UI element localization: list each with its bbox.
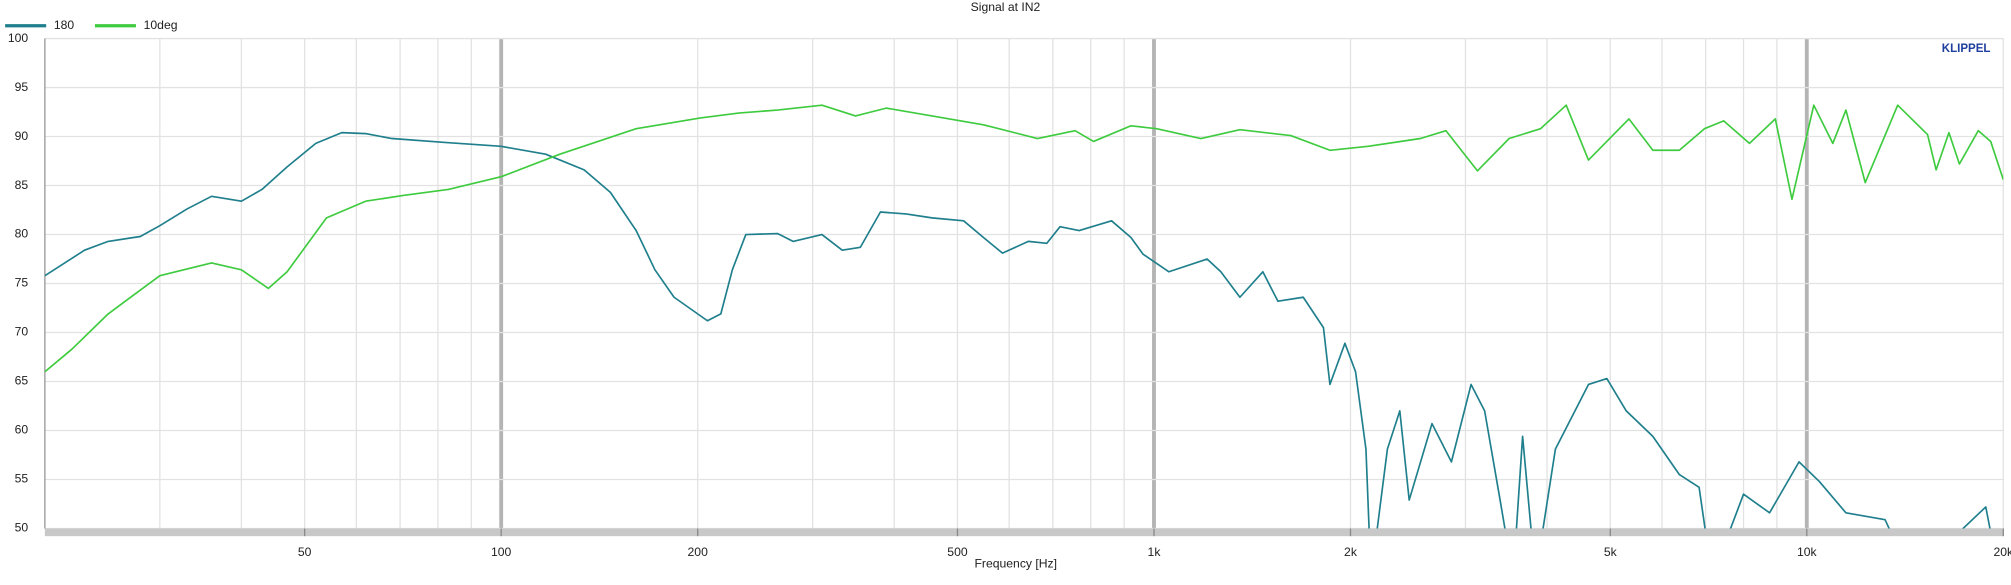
x-tick-label: 500 bbox=[947, 545, 968, 559]
y-tick-label: 50 bbox=[15, 521, 29, 535]
series-line bbox=[44, 104, 2004, 373]
y-tick-label: 70 bbox=[15, 325, 29, 339]
y-tick-label: 60 bbox=[15, 423, 29, 437]
y-tick-label: 80 bbox=[15, 227, 29, 241]
x-axis-label: Frequency [Hz] bbox=[974, 557, 1057, 571]
x-tick-label: 2k bbox=[1344, 545, 1358, 559]
x-tick-label: 1k bbox=[1148, 545, 1162, 559]
grid bbox=[44, 37, 2004, 537]
annotation: KLIPPEL bbox=[1942, 43, 1991, 55]
x-tick-label: 10k bbox=[1797, 545, 1818, 559]
x-axis-bar bbox=[44, 528, 2004, 537]
chart-title: Signal at IN2 bbox=[971, 0, 1041, 14]
x-tick-label: 100 bbox=[491, 545, 512, 559]
labels: 50 55 60 65 70 75 80 85 90 95 100 50 100 200 500 1k 2k 5k… bbox=[5, 18, 2011, 559]
y-tick-label: 85 bbox=[15, 178, 29, 192]
y-tick-label: 90 bbox=[15, 129, 29, 143]
x-tick-label: 20k bbox=[1993, 545, 2011, 559]
legend-label: 180 bbox=[54, 18, 75, 32]
y-tick-label: 100 bbox=[8, 31, 29, 45]
x-tick-label: 50 bbox=[298, 545, 312, 559]
lines bbox=[44, 104, 2004, 529]
x-tick-label: 200 bbox=[688, 545, 709, 559]
y-tick-label: 75 bbox=[15, 276, 29, 290]
legend-label: 10deg bbox=[144, 18, 178, 32]
series-line bbox=[44, 131, 1991, 529]
y-tick-label: 95 bbox=[15, 80, 29, 94]
x-tick-label: 5k bbox=[1604, 545, 1618, 559]
y-tick-label: 55 bbox=[15, 472, 29, 486]
y-tick-label: 65 bbox=[15, 374, 29, 388]
